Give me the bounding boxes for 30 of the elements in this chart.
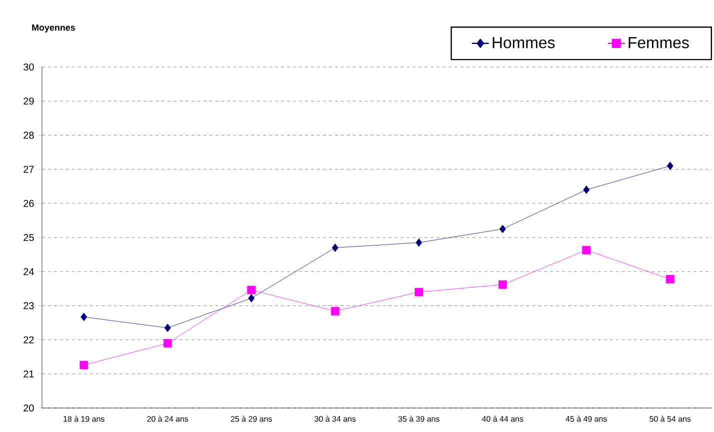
y-tick-label: 20 <box>24 404 34 412</box>
y-tick-label: 22 <box>24 336 34 344</box>
point <box>330 306 340 316</box>
point <box>666 162 674 170</box>
point <box>80 360 88 370</box>
point <box>582 246 591 254</box>
y-tick-label: 26 <box>24 200 34 207</box>
point <box>416 238 422 247</box>
point <box>499 224 506 234</box>
y-tick-label: 25 <box>24 234 34 242</box>
legend-label: Hommes <box>492 37 555 48</box>
legend-label: Femmes <box>628 37 689 48</box>
y-tick-label: 27 <box>24 166 34 173</box>
point <box>163 339 172 348</box>
point <box>164 324 171 332</box>
y-tick-label: 21 <box>24 370 34 378</box>
point <box>247 286 256 294</box>
y-tick-label: 23 <box>24 302 34 310</box>
point <box>80 312 88 322</box>
y-tick-label: 28 <box>24 132 34 139</box>
y-axis-title: Moyennes <box>32 24 76 32</box>
point <box>498 280 507 289</box>
y-tick-label: 30 <box>24 63 34 71</box>
point <box>583 186 590 194</box>
y-tick-label: 29 <box>24 98 34 105</box>
point <box>414 288 424 296</box>
point <box>248 294 255 302</box>
y-tick-label: 24 <box>24 268 34 276</box>
point <box>332 244 338 252</box>
point <box>666 274 674 284</box>
